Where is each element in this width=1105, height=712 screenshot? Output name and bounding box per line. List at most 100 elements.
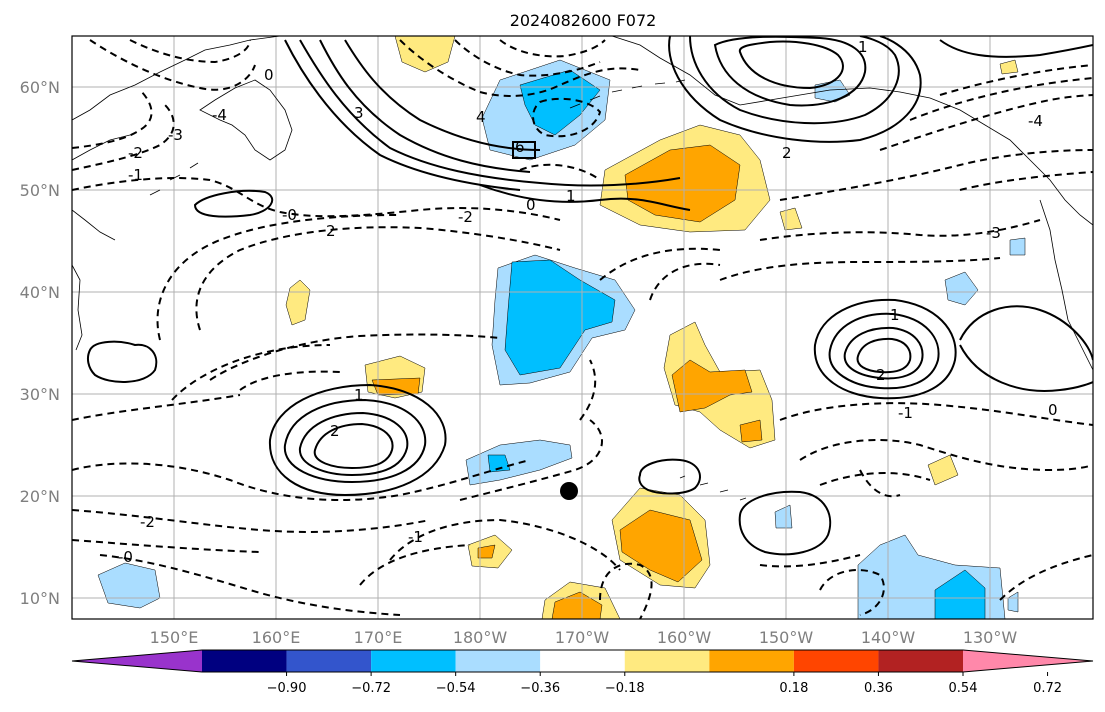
contour-label: 0 bbox=[264, 66, 274, 84]
storm-center-dot bbox=[560, 482, 578, 500]
contour-line bbox=[72, 509, 431, 533]
north-america-coast bbox=[1039, 199, 1093, 371]
colorbar-segment bbox=[455, 650, 541, 672]
shade-light-blue bbox=[1009, 237, 1026, 256]
contour-line bbox=[579, 359, 597, 421]
contour-line bbox=[72, 177, 561, 221]
contour-label: 2 bbox=[330, 422, 340, 440]
contour-line bbox=[779, 149, 1093, 201]
contour-line bbox=[156, 214, 401, 341]
colorbar-segment bbox=[878, 650, 963, 672]
plot-border bbox=[71, 35, 1094, 620]
contour-line bbox=[454, 39, 601, 77]
colorbar-segment bbox=[202, 650, 287, 672]
shade-light-blue bbox=[944, 271, 979, 306]
contour-line bbox=[359, 544, 471, 586]
contour-line bbox=[713, 36, 867, 107]
contour-line bbox=[283, 398, 427, 484]
lat-label: 60°N bbox=[20, 78, 60, 97]
contour-line bbox=[799, 439, 1093, 472]
colorbar-segment bbox=[709, 650, 794, 672]
shade-light-yellow bbox=[285, 279, 311, 326]
colorbar-tick-label: −0.18 bbox=[605, 681, 645, 696]
contour-line bbox=[268, 383, 447, 497]
shade-light-yellow bbox=[927, 454, 959, 486]
contour-label: 1 bbox=[354, 386, 364, 404]
lon-label: 170°W bbox=[555, 628, 610, 647]
contour-line bbox=[512, 141, 536, 159]
contour-label: -4 bbox=[212, 106, 227, 124]
contour-label: 0 bbox=[1048, 401, 1058, 419]
contour-label: 0 bbox=[526, 196, 536, 214]
contour-line bbox=[759, 554, 861, 568]
contour-line bbox=[738, 40, 844, 90]
contour-line bbox=[171, 344, 331, 401]
colorbar-extension-left bbox=[72, 650, 202, 672]
colorbar-tick-label: −0.36 bbox=[520, 681, 560, 696]
colorbar: −0.90 −0.72 −0.54 −0.36 −0.18 0.18 0.36 0.54 0.7… bbox=[71, 649, 1094, 696]
negative-contours bbox=[72, 39, 1093, 619]
contour-line bbox=[195, 226, 561, 331]
contour-line bbox=[959, 171, 1093, 191]
contour-line bbox=[759, 219, 1041, 241]
colorbar-tick-label: 0.72 bbox=[1033, 681, 1062, 696]
contour-label: 2 bbox=[876, 366, 886, 384]
contour-label: -2 bbox=[458, 208, 473, 226]
contour-line bbox=[479, 184, 691, 211]
colorbar-outline bbox=[71, 649, 1094, 673]
colorbar-segment bbox=[286, 650, 372, 672]
contour-label: -4 bbox=[1028, 112, 1043, 130]
contour-line bbox=[389, 518, 621, 571]
colorbar-tick-label: 0.54 bbox=[949, 681, 978, 696]
shade-light-blue bbox=[774, 504, 793, 529]
contour-line bbox=[689, 36, 900, 125]
contour-label: 6 bbox=[515, 138, 525, 156]
contour-line bbox=[939, 39, 1093, 58]
contour-line bbox=[72, 459, 531, 501]
lon-label: 150°E bbox=[150, 628, 199, 647]
lat-label: 20°N bbox=[20, 487, 60, 506]
shade-orange bbox=[551, 591, 603, 619]
contour-line bbox=[399, 39, 641, 97]
longitude-labels: 150°E 160°E 170°E 180°W 170°W 160°W 150°… bbox=[150, 628, 1018, 647]
contour-line bbox=[843, 326, 924, 380]
shade-orange bbox=[739, 419, 763, 443]
contour-line bbox=[72, 539, 261, 553]
contour-line bbox=[299, 39, 681, 187]
contour-line bbox=[738, 490, 832, 556]
colorbar-tick-label: −0.72 bbox=[351, 681, 391, 696]
lon-label: 160°W bbox=[657, 628, 712, 647]
contour-label: 1 bbox=[566, 187, 576, 205]
contour-line bbox=[719, 257, 1001, 281]
shade-cyan bbox=[519, 69, 601, 136]
lon-label: 180°W bbox=[453, 628, 508, 647]
contour-line bbox=[319, 39, 531, 173]
contour-line bbox=[129, 39, 251, 64]
contour-line bbox=[879, 94, 1093, 151]
lon-label: 140°W bbox=[861, 628, 916, 647]
contour-line bbox=[313, 422, 394, 470]
contour-line bbox=[344, 39, 541, 151]
colorbar-tick-label: 0.36 bbox=[864, 681, 893, 696]
hawaii-islands bbox=[679, 475, 747, 501]
contour-line bbox=[909, 77, 1093, 121]
lat-label: 10°N bbox=[20, 589, 60, 608]
contour-label: -1 bbox=[128, 166, 143, 184]
colorbar-tick-label: −0.90 bbox=[267, 681, 307, 696]
contour-line bbox=[939, 64, 1093, 96]
lat-label: 30°N bbox=[20, 385, 60, 404]
shade-cyan bbox=[504, 259, 616, 376]
contour-label: -2 bbox=[128, 144, 143, 162]
contour-label: -2 bbox=[140, 513, 155, 531]
contour-line bbox=[638, 458, 701, 495]
map-title: 2024082600 F072 bbox=[510, 11, 657, 30]
kuril-islands bbox=[149, 162, 199, 196]
contour-label: 4 bbox=[476, 108, 486, 126]
contour-label: -0 bbox=[282, 206, 297, 224]
contour-label: 2 bbox=[326, 222, 336, 240]
contour-line bbox=[193, 189, 274, 218]
shade-orange bbox=[477, 544, 496, 559]
latitude-labels: 60°N 50°N 40°N 30°N 20°N 10°N bbox=[20, 78, 60, 608]
